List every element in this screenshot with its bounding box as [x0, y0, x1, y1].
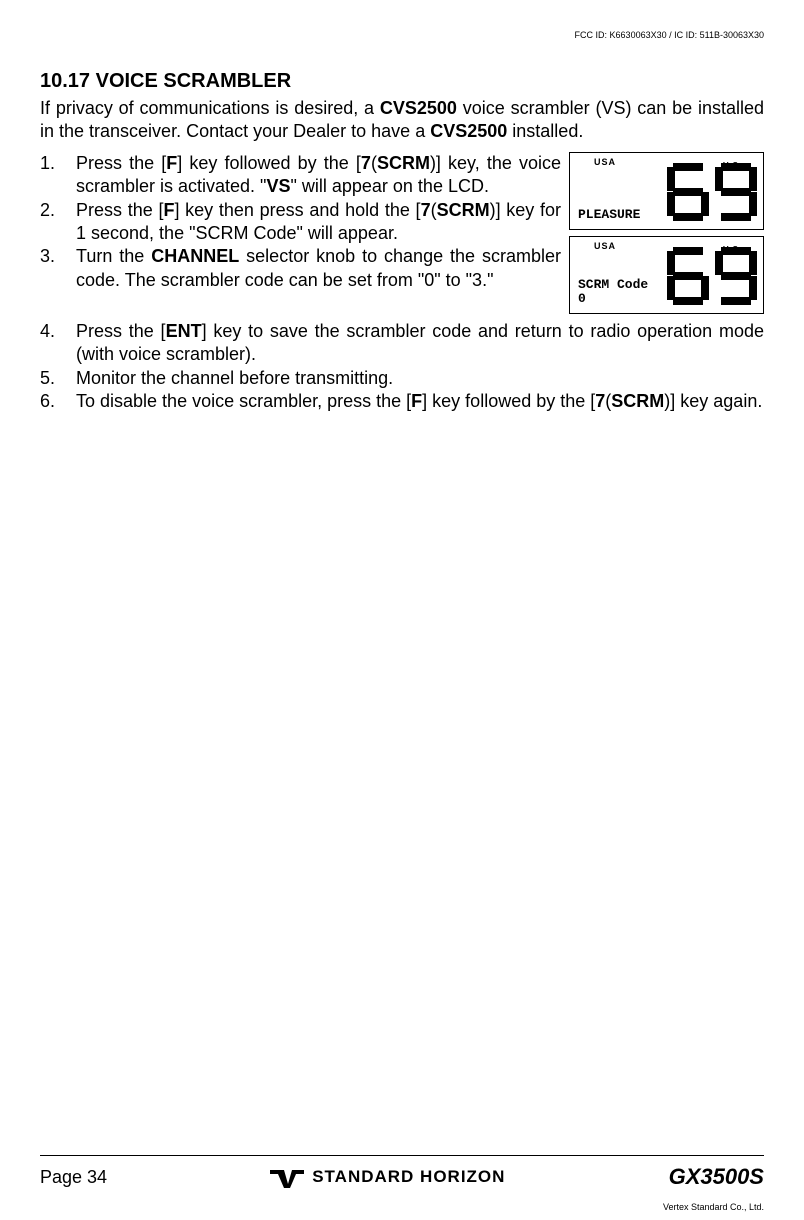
steps-list-bottom: Press the [ENT] key to save the scramble…: [40, 320, 764, 414]
t: To disable the voice scrambler, press th…: [76, 391, 411, 411]
footer-rule: [40, 1155, 764, 1156]
lcd-line-2: 0: [578, 292, 648, 306]
t: ] key followed by the [: [422, 391, 595, 411]
intro-text-1: If privacy of communications is desired,…: [40, 98, 380, 118]
t: " will appear on the LCD.: [290, 176, 489, 196]
step-4: Press the [ENT] key to save the scramble…: [40, 320, 764, 367]
intro-paragraph: If privacy of communications is desired,…: [40, 97, 764, 144]
page-footer: Page 34 STANDARD HORIZON GX3500S: [40, 1155, 764, 1190]
key-scrm: SCRM: [611, 391, 664, 411]
key-f: F: [163, 200, 174, 220]
model-number: GX3500S: [669, 1164, 764, 1190]
t: Press the [: [76, 153, 166, 173]
step-5: Monitor the channel before transmitting.: [40, 367, 764, 390]
t: Monitor the channel before transmitting.: [76, 368, 393, 388]
key-7: 7: [595, 391, 605, 411]
key-ent: ENT: [166, 321, 202, 341]
step-1: Press the [F] key followed by the [7(SCR…: [40, 152, 561, 199]
lcd-usa-indicator: USA: [594, 157, 616, 167]
cvs2500-ref: CVS2500: [380, 98, 457, 118]
scrm-code-label: SCRM Code: [195, 223, 296, 243]
key-scrm: SCRM: [437, 200, 490, 220]
lcd-channel-number: [667, 163, 757, 226]
key-f: F: [411, 391, 422, 411]
t: " to ": [434, 270, 472, 290]
lcd-channel-number: [667, 247, 757, 310]
brand-text: STANDARD HORIZON: [312, 1167, 505, 1187]
range-min: 0: [424, 270, 434, 290]
page-number: Page 34: [40, 1167, 107, 1188]
key-7: 7: [421, 200, 431, 220]
t: ] key followed by the [: [177, 153, 361, 173]
lcd-text-line: PLEASURE: [578, 208, 640, 222]
t: Press the [: [76, 321, 166, 341]
section-heading: 10.17 VOICE SCRAMBLER: [40, 70, 764, 93]
step-6: To disable the voice scrambler, press th…: [40, 390, 764, 413]
lcd-usa-indicator: USA: [594, 241, 616, 251]
t: ] key then press and hold the [: [174, 200, 420, 220]
steps-list-top: Press the [F] key followed by the [7(SCR…: [40, 152, 561, 292]
step-3: Turn the CHANNEL selector knob to change…: [40, 245, 561, 292]
lcd-screenshot-2: USA V S SCRM Code 0: [569, 236, 764, 314]
t: " will appear.: [297, 223, 398, 243]
brand-mark-icon: [270, 1166, 304, 1188]
cvs2500-ref-2: CVS2500: [430, 121, 507, 141]
t: )] key again.: [664, 391, 762, 411]
vs-label: VS: [266, 176, 290, 196]
channel-knob: CHANNEL: [151, 246, 239, 266]
key-f: F: [166, 153, 177, 173]
fcc-id-line: FCC ID: K6630063X30 / IC ID: 511B-30063X…: [575, 30, 764, 40]
t: Press the [: [76, 200, 163, 220]
lcd-text-lines: SCRM Code 0: [578, 278, 648, 307]
t: Turn the: [76, 246, 151, 266]
brand-logo: STANDARD HORIZON: [270, 1166, 505, 1188]
t: .": [482, 270, 493, 290]
lcd-screenshot-1: USA V S PLEASURE: [569, 152, 764, 230]
range-max: 3: [472, 270, 482, 290]
key-7: 7: [361, 153, 371, 173]
vertex-copyright: Vertex Standard Co., Ltd.: [663, 1202, 764, 1212]
lcd-line-1: SCRM Code: [578, 278, 648, 292]
step-2: Press the [F] key then press and hold th…: [40, 199, 561, 246]
intro-text-3: installed.: [507, 121, 583, 141]
key-scrm: SCRM: [377, 153, 430, 173]
